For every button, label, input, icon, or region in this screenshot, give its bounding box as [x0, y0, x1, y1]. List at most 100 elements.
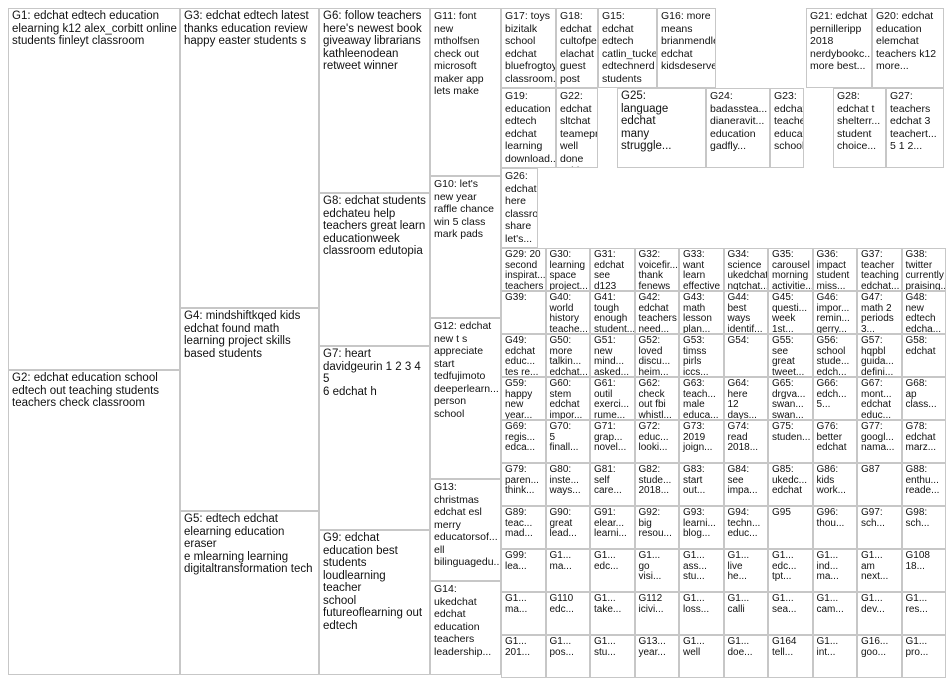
group-label: G54: — [727, 335, 750, 346]
group-label: G43: math lesson plan... — [683, 292, 712, 334]
group-label: G1... well — [683, 636, 705, 658]
group-panel-g62: G62: check out fbi whistl... — [634, 377, 679, 420]
group-label: G41: tough enough student... — [594, 292, 635, 334]
group-panel-g47: G47: math 2 periods 3... — [857, 291, 902, 334]
group-panel-g123: G1... well — [679, 635, 724, 678]
group-panel-g81: G81: self care... — [590, 463, 635, 506]
group-label: G1... pos... — [549, 636, 574, 658]
group-panel-g68: G68: ap class... — [901, 377, 946, 420]
group-label: G53: timss pirls iccs... — [683, 335, 709, 377]
group-label: G35: carousel morning activitie... — [772, 249, 813, 291]
group-label: G75: studen... — [772, 421, 811, 443]
group-panel-g21: G21: edchat pernilleripp 2018 nerdybookc… — [806, 8, 872, 88]
group-panel-g57: G57: hqpbl guida... defini... — [857, 334, 902, 377]
group-label: G30: learning space project... planetc..… — [549, 249, 588, 291]
group-panel-g20: G20: edchat education elemchat teachers … — [872, 8, 944, 88]
group-label: G23: edchat teachers education school... — [774, 90, 804, 152]
group-label: G1... ind... ma... — [816, 550, 839, 582]
group-panel-g24: G24: badassteа... dianeravit... educatio… — [706, 88, 770, 168]
group-panel-g49: G49: edchat educ... tes re... — [501, 334, 546, 377]
group-label: G1... calli — [727, 593, 750, 615]
group-label: G1... edc... — [594, 550, 619, 572]
group-panel-g31: G31: edchat see d123 edtech... — [590, 248, 635, 291]
group-panel-g115: G1... sea... — [768, 592, 813, 635]
group-label: G1... go visi... — [638, 550, 662, 582]
group-label: G49: edchat educ... tes re... — [505, 335, 539, 377]
group-panel-g55: G55: see great tweet... — [768, 334, 813, 377]
group-label: G18: edchat cultofpedago... elachat gues… — [560, 10, 597, 87]
group-label: G12: edchat new t s appreciate start ted… — [434, 320, 499, 420]
group-panel-g96: G96: thou... — [812, 506, 857, 549]
group-label: G6: follow teachers here's newest book g… — [323, 10, 422, 72]
group-label: G46: impor... remin... gerry... — [816, 292, 850, 334]
group-label: G44: best ways identif... — [727, 292, 763, 334]
group-panel-g3: G3: edchat edtech latest thanks educatio… — [180, 8, 319, 308]
group-panel-g103: G1... ass... stu... — [679, 549, 724, 592]
group-panel-g54: G54: — [723, 334, 768, 377]
group-panel-g116: G1... cam... — [812, 592, 857, 635]
group-label: G47: math 2 periods 3... — [861, 292, 894, 334]
group-label: G95 — [772, 507, 791, 518]
group-panel-g88: G88: enthu... reade... — [901, 463, 946, 506]
group-panel-g38: G38: twitter currently praising... — [901, 248, 946, 291]
group-panel-g74: G74: read 2018... — [723, 420, 768, 463]
group-label: G85: ukedc... edchat — [772, 464, 808, 496]
group-label: G61: outil exerci... rume... — [594, 378, 630, 420]
group-panel-g26: G26: edchat here classro... share let's.… — [501, 168, 538, 248]
group-panel-g19: G19: education edtech edchat learning do… — [501, 88, 556, 168]
group-label: G83: start out... — [683, 464, 706, 496]
group-label: G81: self care... — [594, 464, 622, 496]
group-label: G87 — [861, 464, 880, 475]
group-panel-g90: G90: great lead... — [545, 506, 590, 549]
group-panel-g128: G1... pro... — [901, 635, 946, 678]
group-panel-g101: G1... edc... — [590, 549, 635, 592]
group-label: G1... ass... stu... — [683, 550, 707, 582]
group-panel-g46: G46: impor... remin... gerry... — [812, 291, 857, 334]
group-panel-g97: G97: sch... — [857, 506, 902, 549]
group-panel-g16: G16: more means brianmendler edchat kids… — [657, 8, 716, 88]
group-panel-g64: G64: here 12 days... — [723, 377, 768, 420]
group-panel-g126: G1... int... — [812, 635, 857, 678]
group-label: G56: school stude... edch... — [816, 335, 850, 377]
group-panel-g83: G83: start out... — [679, 463, 724, 506]
group-panel-g56: G56: school stude... edch... — [812, 334, 857, 377]
group-panel-g5: G5: edtech edchat elearning education er… — [180, 511, 319, 675]
group-label: G8: edchat students edchateu help teache… — [323, 195, 426, 257]
group-label: G50: more talkin... edchat... — [549, 335, 588, 377]
group-panel-g11: G11: font new mtholfsen check out micros… — [430, 8, 501, 176]
group-label: G39: — [505, 292, 527, 303]
group-label: G57: hqpbl guida... defini... — [861, 335, 894, 377]
group-label: G40: world history teache... — [549, 292, 588, 334]
group-label: G32: voicefir... thank fenews posting... — [638, 249, 678, 291]
group-panel-g120: G1... pos... — [545, 635, 590, 678]
group-panel-g94: G94: techn... educ... — [723, 506, 768, 549]
group-panel-g121: G1... stu... — [590, 635, 635, 678]
group-panel-g75: G75: studen... — [768, 420, 813, 463]
group-panel-g27: G27: teachers edchat 3 teachert... 5 1 2… — [886, 88, 944, 168]
group-panel-g108: G108 18... — [901, 549, 946, 592]
group-label: G13... year... — [638, 636, 666, 658]
group-label: G3: edchat edtech latest thanks educatio… — [184, 10, 309, 47]
group-label: G67: mont... edchat educ... — [861, 378, 892, 420]
group-panel-g9: G9: edchat education best students loudl… — [319, 530, 430, 675]
group-panel-g53: G53: timss pirls iccs... — [679, 334, 724, 377]
group-panel-g36: G36: impact student miss... — [812, 248, 857, 291]
group-panel-g7: G7: heart davidgeurin 1 2 3 4 5 6 edchat… — [319, 346, 430, 530]
group-panel-g67: G67: mont... edchat educ... — [857, 377, 902, 420]
group-label: G64: here 12 days... — [727, 378, 757, 420]
group-label: G34: science ukedchat nqtchat... — [727, 249, 768, 291]
group-panel-g43: G43: math lesson plan... — [679, 291, 724, 334]
group-panel-g117: G1... dev... — [857, 592, 902, 635]
group-label: G86: kids work... — [816, 464, 846, 496]
group-panel-g25: G25: language edchat many struggle... — [617, 88, 706, 168]
group-panel-g113: G1... loss... — [679, 592, 724, 635]
group-label: G90: great lead... — [549, 507, 577, 539]
group-label: G70: 5 finall... — [549, 421, 579, 453]
group-panel-g127: G16... goo... — [857, 635, 902, 678]
group-label: G20: edchat education elemchat teachers … — [876, 10, 937, 72]
group-label: G25: language edchat many struggle... — [621, 90, 672, 152]
group-label: G97: sch... — [861, 507, 885, 529]
group-panel-g52: G52: loved discu... heim... — [634, 334, 679, 377]
group-label: G84: see impa... — [727, 464, 758, 496]
